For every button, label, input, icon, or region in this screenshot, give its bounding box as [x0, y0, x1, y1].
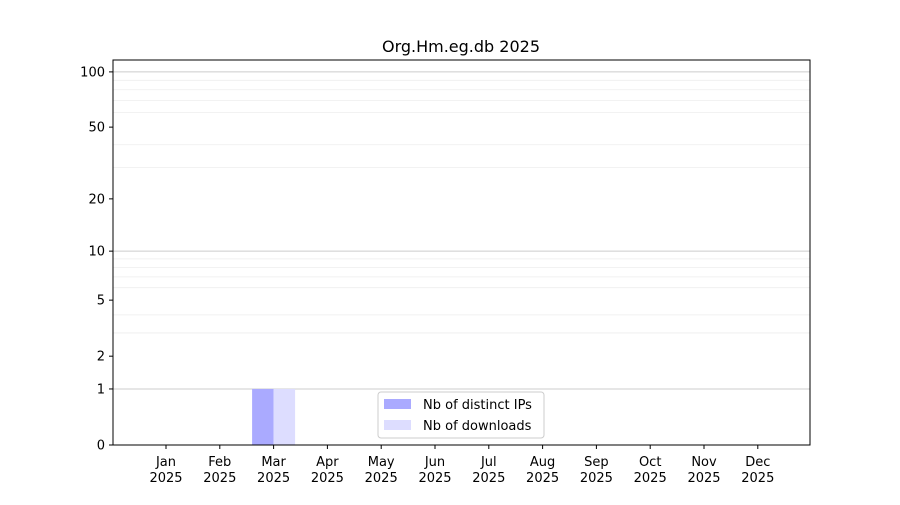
x-tick-label: Feb 2025: [203, 455, 236, 486]
x-tick-label-line: Jun: [424, 455, 445, 470]
x-tick-label-line: Mar: [261, 455, 286, 470]
x-tick-label: Oct 2025: [634, 455, 667, 486]
x-tick-label-line: Feb: [208, 455, 231, 470]
x-tick-label-line: 2025: [741, 471, 774, 486]
y-tick-label: 20: [88, 192, 105, 207]
x-tick-label-line: 2025: [365, 471, 398, 486]
x-tick-label: Dec 2025: [741, 455, 774, 486]
x-tick-label-line: 2025: [687, 471, 720, 486]
legend-box: [377, 391, 545, 439]
x-tick-label-line: 2025: [418, 471, 451, 486]
y-tick-label: 2: [97, 350, 105, 365]
legend-label: Nb of downloads: [423, 419, 532, 434]
x-tick-label-line: Jul: [480, 455, 497, 470]
x-tick-label-line: 2025: [149, 471, 182, 486]
x-tick-label: Aug 2025: [526, 455, 559, 486]
x-tick-label-line: Jan: [155, 455, 176, 470]
x-tick-label-line: 2025: [203, 471, 236, 486]
x-tick-label-line: 2025: [526, 471, 559, 486]
x-tick-label-line: Oct: [639, 455, 661, 470]
y-tick-label: 1: [97, 382, 105, 397]
x-tick-label-line: May: [368, 455, 395, 470]
y-tick-label: 5: [97, 294, 105, 309]
bar-nb-of-downloads: [273, 388, 296, 445]
x-tick-label-line: Sep: [584, 455, 609, 470]
legend-label: Nb of distinct IPs: [423, 398, 532, 413]
x-tick-label-line: Dec: [745, 455, 770, 470]
y-tick-label: 50: [88, 121, 105, 136]
x-tick-label-line: Aug: [530, 455, 555, 470]
x-tick-label-line: Apr: [316, 455, 339, 470]
chart-title: Org.Hm.eg.db 2025: [382, 37, 540, 56]
x-tick-label-line: 2025: [580, 471, 613, 486]
y-tick-label: 100: [80, 65, 105, 80]
x-tick-label: Sep 2025: [580, 455, 613, 486]
x-tick-label-line: 2025: [257, 471, 290, 486]
bar-nb-of-distinct-ips: [252, 388, 274, 445]
x-tick-label-line: 2025: [311, 471, 344, 486]
y-tick-label: 0: [97, 439, 105, 454]
x-tick-label: Jul 2025: [472, 455, 505, 486]
x-tick-label: Nov 2025: [687, 455, 720, 486]
x-tick-label: Apr 2025: [311, 455, 344, 486]
legend-swatch: [384, 420, 411, 430]
x-tick-label: Mar 2025: [257, 455, 290, 486]
legend-swatch: [384, 399, 411, 409]
x-tick-label: May 2025: [365, 455, 398, 486]
x-tick-label-line: 2025: [472, 471, 505, 486]
plot-frame: [112, 59, 811, 446]
y-tick-label: 10: [88, 245, 105, 260]
x-tick-label: Jan 2025: [149, 455, 182, 486]
x-tick-label-line: Nov: [691, 455, 717, 470]
x-tick-label: Jun 2025: [418, 455, 451, 486]
x-tick-label-line: 2025: [634, 471, 667, 486]
